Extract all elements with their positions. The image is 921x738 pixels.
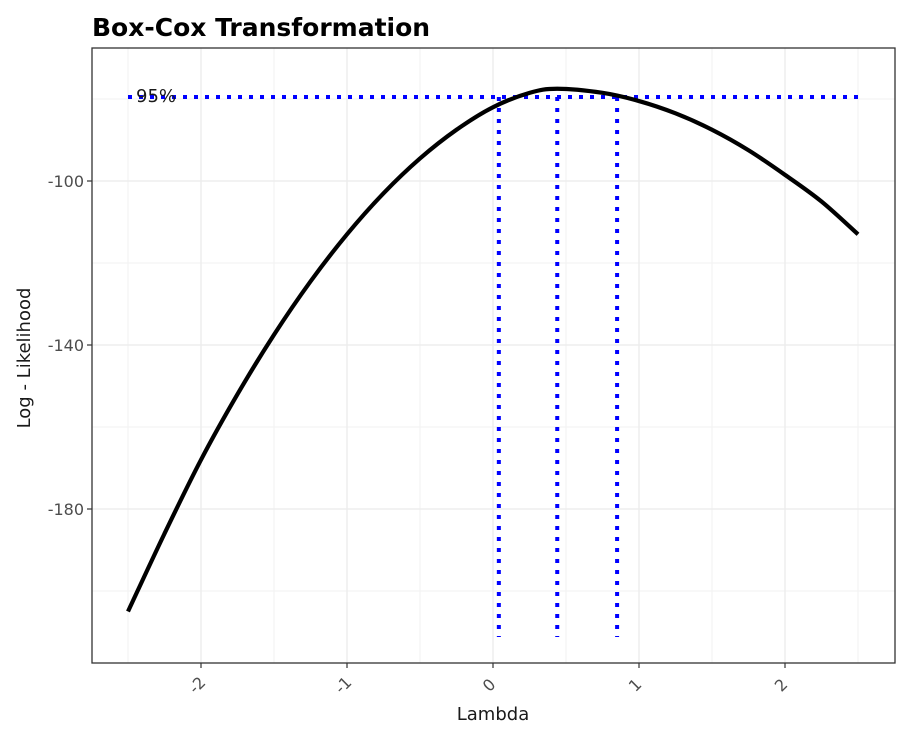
x-tick-label: -2 <box>185 673 210 698</box>
y-tick-label: -100 <box>48 172 84 191</box>
x-tick-label: 0 <box>479 675 500 696</box>
x-tick-label: -1 <box>331 673 356 698</box>
plot-panel: 95% -100 -140 -180 -2 -1 0 1 2 <box>48 47 896 698</box>
x-tick-label: 2 <box>771 675 792 696</box>
y-tick-label: -140 <box>48 336 84 355</box>
ci-label: 95% <box>136 86 176 107</box>
y-tick-label: -180 <box>48 500 84 519</box>
loglik-curve <box>126 86 860 613</box>
y-axis-title: Log - Likelihood <box>14 288 35 429</box>
x-tick-label: 1 <box>625 675 646 696</box>
x-axis-title: Lambda <box>457 704 529 725</box>
chart-title: Box-Cox Transformation <box>92 13 430 42</box>
